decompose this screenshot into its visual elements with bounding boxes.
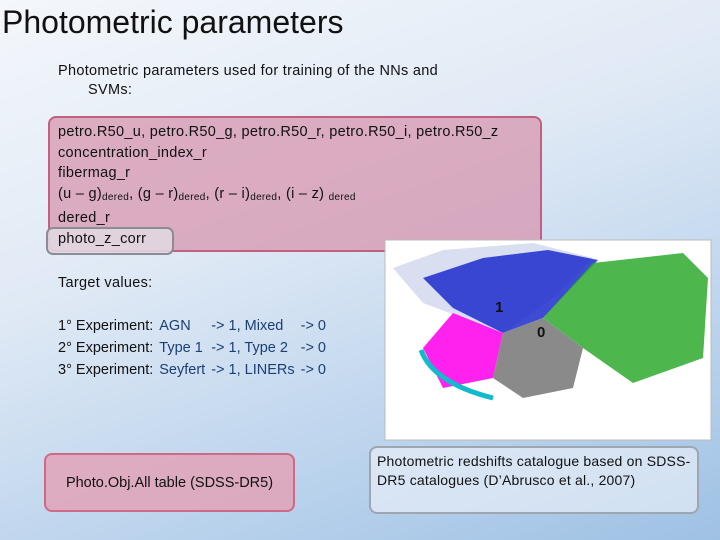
source-box: Photo.Obj.All table (SDSS-DR5) (44, 453, 295, 512)
color-term: , (g – r) (129, 185, 179, 202)
scatter-figure: 1 0 (384, 239, 712, 441)
caption-text: Photometric redshifts catalogue based on… (377, 453, 691, 488)
experiment-row: 3° Experiment: Seyfert -> 1, LINERs -> 0 (58, 359, 332, 381)
experiment-cell: -> 0 (300, 318, 326, 334)
subtitle-line: Photometric parameters used for training… (58, 63, 438, 79)
experiment-cell: -> 1, LINERs (211, 362, 295, 378)
subscript: dered (250, 191, 278, 203)
experiment-cell: Seyfert (159, 362, 206, 378)
experiment-cell: 3° Experiment: (58, 362, 154, 378)
parameter: (u – g)dered, (g – r)dered, (r – i)dered… (58, 184, 498, 209)
experiment-table: 1° Experiment: AGN -> 1, Mixed -> 0 2° Exper… (58, 315, 332, 381)
caption-box: Photometric redshifts catalogue based on… (369, 446, 699, 514)
subscript: dered (102, 191, 130, 203)
experiment-cell: -> 0 (300, 340, 326, 356)
experiment-row: 2° Experiment: Type 1 -> 1, Type 2 -> 0 (58, 337, 332, 359)
points-cyan (418, 349, 494, 401)
subscript: dered (328, 191, 356, 203)
parameter-list: petro.R50_u, petro.R50_g, petro.R50_r, p… (58, 122, 498, 249)
source-text: Photo.Obj.All table (SDSS-DR5) (65, 474, 274, 491)
experiment-cell: 1° Experiment: (58, 318, 154, 334)
section-heading: Target values: (58, 275, 153, 291)
points-magenta (423, 313, 503, 388)
slide-title: Photometric parameters (2, 4, 344, 40)
subtitle-line: SVMs: (88, 82, 133, 98)
experiment-cell: AGN (159, 318, 191, 334)
experiment-cell: Type 1 (159, 340, 203, 356)
points-gray (493, 318, 583, 398)
parameter: photo_z_corr (58, 230, 147, 247)
region-label: 0 (537, 324, 545, 341)
experiment-cell: -> 1, Mixed (211, 318, 284, 334)
parameter: petro.R50_u, petro.R50_g, petro.R50_r, p… (58, 124, 499, 140)
experiment-cell: 2° Experiment: (58, 340, 154, 356)
experiment-cell: -> 1, Type 2 (211, 340, 288, 356)
region-label: 1 (495, 299, 503, 316)
points-green (543, 253, 708, 383)
color-term: , (i – z) (277, 185, 329, 202)
parameter: fibermag_r (58, 165, 131, 181)
parameter: dered_r (58, 210, 111, 226)
subscript: dered (178, 191, 206, 203)
points-blue (423, 250, 598, 333)
experiment-cell: -> 0 (300, 362, 326, 378)
color-term: , (r – i) (205, 185, 251, 202)
experiment-row: 1° Experiment: AGN -> 1, Mixed -> 0 (58, 315, 332, 337)
parameter: concentration_index_r (58, 144, 207, 161)
highlight-box (46, 227, 174, 255)
color-term: (u – g) (58, 185, 103, 202)
